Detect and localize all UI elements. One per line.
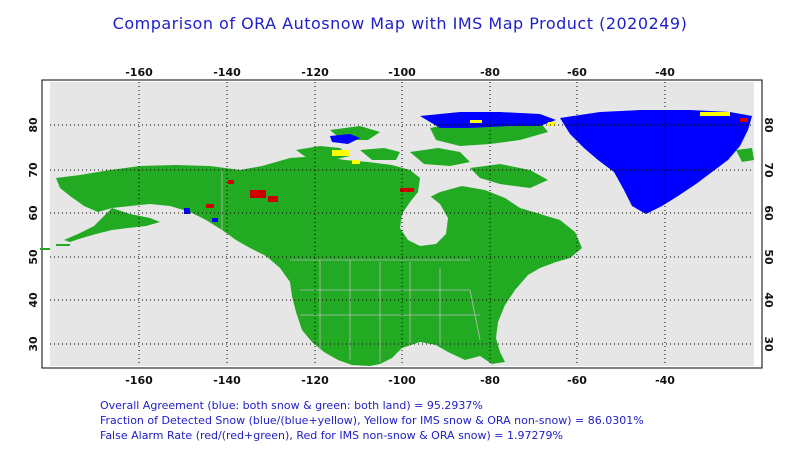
arctic-island: [296, 146, 350, 160]
lon-tick: -120: [301, 374, 329, 387]
lat-tick: 60: [27, 205, 40, 221]
lat-tick: 70: [27, 162, 40, 178]
lat-tick: 80: [762, 117, 775, 133]
lat-ticks-left: 30 40 50 60 70 80: [27, 117, 40, 352]
greenland: [560, 110, 752, 214]
lon-tick: -140: [213, 374, 241, 387]
lon-tick: -160: [125, 374, 153, 387]
fraction-detected-stat: Fraction of Detected Snow (blue/(blue+ye…: [100, 414, 644, 427]
lat-tick: 50: [762, 249, 775, 265]
false-alarm-stat: False Alarm Rate (red/(red+green), Red f…: [100, 429, 563, 442]
lat-tick: 30: [762, 336, 775, 352]
graticule: [50, 82, 754, 366]
lon-tick: -100: [388, 374, 416, 387]
lat-tick: 40: [27, 292, 40, 308]
lat-tick: 60: [762, 205, 775, 221]
lon-ticks-bottom: -160 -140 -120 -100 -80 -60 -40: [125, 374, 675, 387]
lon-tick: -100: [388, 66, 416, 79]
lon-tick: -40: [655, 374, 675, 387]
lon-tick: -140: [213, 66, 241, 79]
overall-agreement-stat: Overall Agreement (blue: both snow & gre…: [100, 399, 483, 412]
lat-tick: 30: [27, 336, 40, 352]
lat-tick: 80: [27, 117, 40, 133]
arctic-island: [410, 148, 470, 166]
lon-tick: -40: [655, 66, 675, 79]
lon-tick: -80: [480, 374, 500, 387]
lon-tick: -120: [301, 66, 329, 79]
lon-ticks-top: -160 -140 -120 -100 -80 -60 -40: [125, 66, 675, 79]
arctic-island: [360, 148, 400, 160]
lon-tick: -160: [125, 66, 153, 79]
alaska-peninsula: [64, 208, 160, 242]
baffin-snow: [330, 134, 360, 144]
disagreement-patches: [184, 112, 748, 222]
lat-ticks-right: 30 40 50 60 70 80: [762, 117, 775, 352]
map-title: Comparison of ORA Autosnow Map with IMS …: [112, 14, 688, 33]
lat-tick: 70: [762, 162, 775, 178]
ellesmere-snow: [420, 112, 556, 128]
lat-tick: 40: [762, 292, 775, 308]
lat-tick: 50: [27, 249, 40, 265]
hudson-bay: [400, 192, 448, 246]
lon-tick: -60: [567, 66, 587, 79]
political-borders: [221, 170, 481, 362]
lon-tick: -60: [567, 374, 587, 387]
lon-tick: -80: [480, 66, 500, 79]
